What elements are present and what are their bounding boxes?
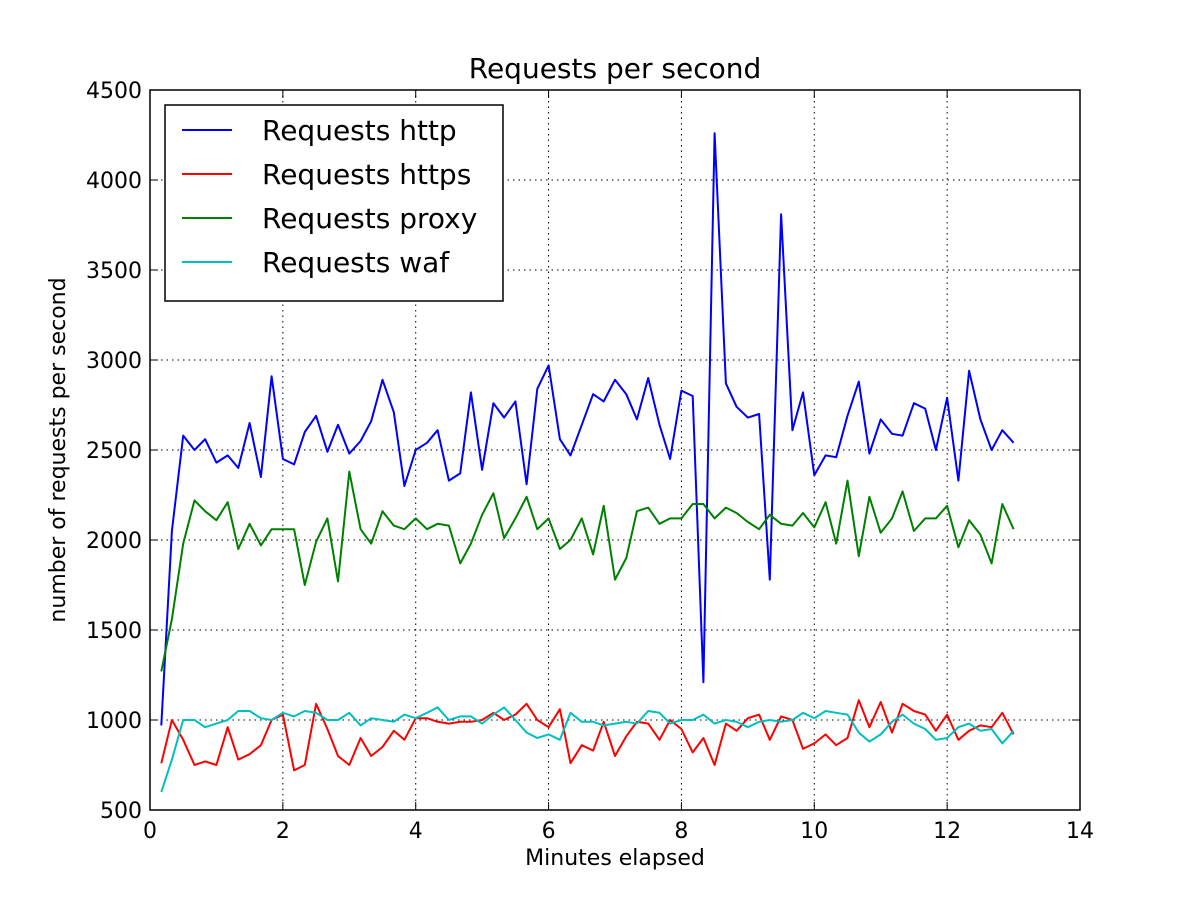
y-tick-label: 500 <box>100 799 142 824</box>
x-axis-label: Minutes elapsed <box>525 846 705 871</box>
legend-label-0: Requests http <box>262 114 457 147</box>
y-tick-label: 3000 <box>86 349 142 374</box>
x-tick-label: 2 <box>276 819 290 844</box>
axis-ticks: 0 2 4 6 8 10 12 14 500 1000 1500 2000 2500 3000 3500 40… <box>86 79 1094 844</box>
x-tick-label: 6 <box>542 819 556 844</box>
y-tick-label: 4500 <box>86 79 142 104</box>
series-lines <box>160 132 1015 793</box>
series-line-0 <box>160 132 1015 726</box>
series-line-3 <box>160 706 1015 793</box>
x-tick-label: 10 <box>800 819 828 844</box>
x-tick-label: 4 <box>409 819 423 844</box>
y-tick-label: 1500 <box>86 619 142 644</box>
x-tick-label: 12 <box>933 819 961 844</box>
x-tick-label: 0 <box>143 819 157 844</box>
chart-title: Requests per second <box>469 52 762 85</box>
x-tick-label: 8 <box>674 819 688 844</box>
legend: Requests http Requests https Requests prox… <box>164 104 504 302</box>
legend-box <box>164 104 504 302</box>
y-tick-label: 4000 <box>86 169 142 194</box>
y-tick-label: 3500 <box>86 259 142 284</box>
y-tick-label: 2000 <box>86 529 142 554</box>
x-tick-label: 14 <box>1066 819 1094 844</box>
legend-label-2: Requests proxy <box>262 202 477 235</box>
series-line-1 <box>160 699 1015 772</box>
grid-lines <box>150 90 1080 810</box>
legend-label-3: Requests waf <box>262 246 450 279</box>
series-line-2 <box>160 470 1015 672</box>
y-axis-label: number of requests per second <box>46 277 71 622</box>
y-tick-label: 1000 <box>86 709 142 734</box>
legend-label-1: Requests https <box>262 158 471 191</box>
y-tick-label: 2500 <box>86 439 142 464</box>
